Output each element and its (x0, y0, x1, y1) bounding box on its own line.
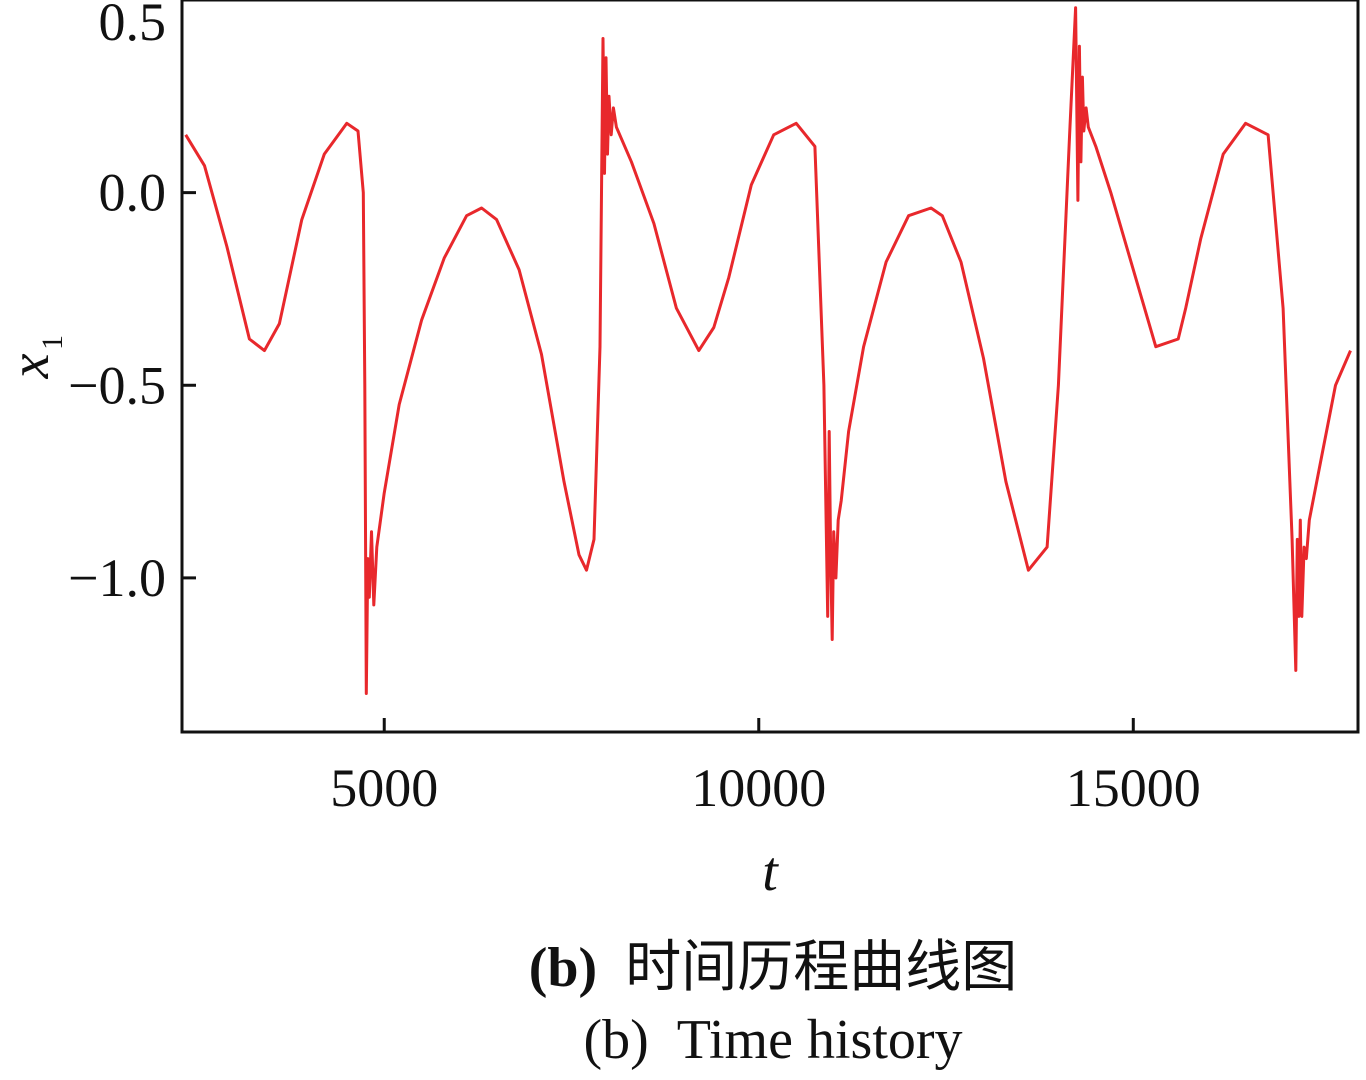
caption-chinese-text: 时间历程曲线图 (625, 937, 1018, 999)
y-tick-label: 0.5 (99, 0, 167, 52)
plot-layer (184, 6, 1352, 695)
y-axis: 0.5 0.0 −0.5 −1.0 (68, 0, 196, 608)
x-tick-label: 10000 (691, 758, 826, 818)
x-tick-label: 15000 (1066, 758, 1201, 818)
caption-english-text: Time history (676, 1009, 963, 1071)
y-tick-label: 0.0 (99, 163, 167, 223)
time-history-chart: 5000 10000 15000 0.5 0.0 −0.5 −1.0 t x 1 (0, 0, 1360, 903)
caption-chinese: (b) 时间历程曲线图 (90, 922, 1366, 1003)
y-axis-title: x (0, 353, 61, 379)
caption-english: (b) Time history (90, 1008, 1366, 1072)
x-axis: 5000 10000 15000 (330, 718, 1201, 818)
y-axis-title-group: x 1 (0, 335, 69, 379)
y-tick-label: −1.0 (68, 548, 166, 608)
y-tick-label: −0.5 (68, 355, 166, 415)
series-line-0 (184, 6, 1352, 695)
caption-chinese-letter: (b) (528, 937, 598, 999)
x-axis-title: t (762, 841, 779, 903)
y-axis-title-subscript: 1 (36, 335, 69, 350)
x-tick-label: 5000 (330, 758, 438, 818)
plot-frame (180, 0, 1360, 734)
caption-english-letter: (b) (583, 1009, 649, 1071)
